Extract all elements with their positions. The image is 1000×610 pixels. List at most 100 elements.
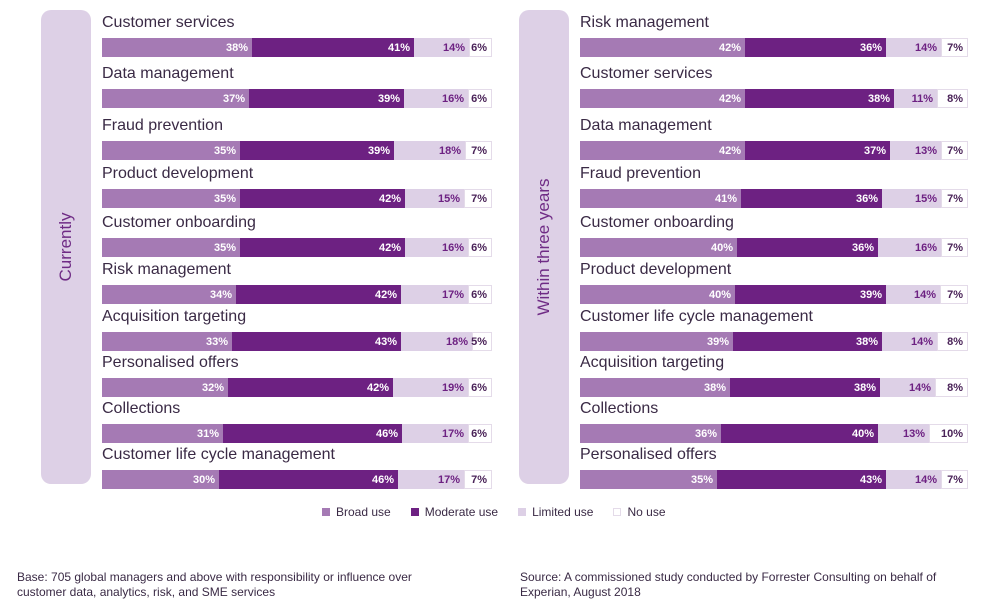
bar-segment-limited: 16% (404, 89, 468, 108)
value-label: 7% (947, 144, 963, 157)
value-label: 42% (718, 92, 741, 105)
bar-segment-limited: 14% (880, 378, 935, 397)
bar-segment-moderate: 42% (240, 189, 405, 208)
bar-segment-none: 6% (468, 378, 492, 397)
category-label: Personalised offers (580, 446, 717, 463)
value-label: 17% (441, 427, 464, 440)
value-label: 31% (196, 427, 219, 440)
bar-segment-limited: 15% (882, 189, 941, 208)
value-label: 39% (706, 335, 729, 348)
value-label: 39% (367, 144, 390, 157)
panel-title-within-three-years: Within three years (534, 178, 553, 316)
legend-swatch-none (613, 508, 622, 516)
bar-segment-none: 10% (929, 424, 968, 443)
value-label: 38% (853, 381, 876, 394)
value-label: 14% (913, 288, 936, 301)
bar-segment-broad: 34% (102, 285, 236, 304)
value-label: 39% (859, 288, 882, 301)
value-label: 7% (471, 192, 487, 205)
bar-segment-limited: 17% (401, 285, 468, 304)
bar-segment-broad: 30% (102, 470, 219, 489)
legend-swatch-broad (322, 508, 330, 516)
value-label: 41% (387, 41, 410, 54)
value-label: 18% (438, 144, 461, 157)
category-label: Data management (580, 117, 712, 134)
value-label: 16% (441, 92, 464, 105)
value-label: 38% (703, 381, 726, 394)
value-label: 7% (471, 473, 487, 486)
bar-segment-limited: 15% (405, 189, 464, 208)
bar-segment-moderate: 36% (745, 38, 886, 57)
value-label: 15% (914, 192, 937, 205)
stacked-bar: 35% 39% 18% 7% (102, 141, 492, 160)
category-label: Risk management (580, 14, 709, 31)
value-label: 16% (441, 241, 464, 254)
bar-segment-limited: 11% (894, 89, 937, 108)
bar-segment-moderate: 39% (240, 141, 394, 160)
value-label: 46% (375, 427, 398, 440)
value-label: 6% (471, 41, 487, 54)
bar-segment-none: 7% (464, 189, 492, 208)
bar-segment-moderate: 46% (223, 424, 402, 443)
bar-segment-none: 6% (468, 424, 492, 443)
bar-segment-none: 6% (468, 285, 492, 304)
bar-segment-limited: 16% (405, 238, 468, 257)
category-label: Customer onboarding (102, 214, 256, 231)
category-label: Acquisition targeting (102, 308, 247, 325)
legend-label-broad: Broad use (336, 505, 391, 519)
bar-segment-limited: 14% (414, 38, 469, 57)
bar-segment-moderate: 39% (249, 89, 404, 108)
category-label: Risk management (102, 261, 231, 278)
bar-segment-limited: 14% (882, 332, 937, 351)
stacked-bar: 37% 39% 16% 6% (102, 89, 492, 108)
legend: Broad use Moderate use Limited use No us… (322, 505, 686, 519)
legend-label-none: No use (627, 505, 666, 519)
bar-segment-broad: 33% (102, 332, 232, 351)
value-label: 30% (192, 473, 215, 486)
stacked-bar: 41% 36% 15% 7% (580, 189, 968, 208)
value-label: 10% (940, 427, 963, 440)
value-label: 14% (442, 41, 465, 54)
panel-title-currently: Currently (56, 212, 75, 282)
stacked-bar: 42% 37% 13% 7% (580, 141, 968, 160)
value-label: 16% (914, 241, 937, 254)
bar-segment-broad: 35% (102, 141, 240, 160)
bar-segment-broad: 41% (580, 189, 741, 208)
value-label: 7% (947, 288, 963, 301)
value-label: 8% (947, 335, 963, 348)
bar-segment-none: 6% (469, 38, 492, 57)
stacked-bar: 42% 36% 14% 7% (580, 38, 968, 57)
stacked-bar: 40% 39% 14% 7% (580, 285, 968, 304)
legend-item-broad: Broad use (322, 505, 391, 519)
bar-segment-broad: 40% (580, 238, 737, 257)
legend-item-limited: Limited use (518, 505, 593, 519)
bar-segment-none: 7% (464, 470, 492, 489)
value-label: 37% (863, 144, 886, 157)
value-label: 7% (947, 473, 963, 486)
bar-segment-limited: 14% (886, 470, 941, 489)
value-label: 46% (371, 473, 394, 486)
bar-segment-limited: 17% (398, 470, 464, 489)
value-label: 39% (377, 92, 400, 105)
value-label: 40% (708, 288, 731, 301)
value-label: 6% (471, 241, 487, 254)
value-label: 14% (908, 381, 931, 394)
value-label: 11% (911, 92, 933, 105)
value-label: 6% (471, 381, 487, 394)
value-label: 38% (855, 335, 878, 348)
bar-segment-moderate: 46% (219, 470, 398, 489)
bar-segment-broad: 42% (580, 38, 745, 57)
stacked-bar: 36% 40% 13% 10% (580, 424, 968, 443)
stacked-bar: 40% 36% 16% 7% (580, 238, 968, 257)
bar-segment-limited: 16% (878, 238, 941, 257)
value-label: 40% (710, 241, 733, 254)
value-label: 14% (914, 41, 937, 54)
source-note: Source: A commissioned study conducted b… (520, 570, 937, 599)
base-note: Base: 705 global managers and above with… (17, 570, 412, 599)
bar-segment-limited: 13% (878, 424, 929, 443)
value-label: 14% (914, 473, 937, 486)
value-label: 7% (471, 144, 487, 157)
value-label: 17% (441, 288, 464, 301)
bar-segment-limited: 14% (886, 285, 940, 304)
bar-segment-limited: 19% (393, 378, 468, 397)
